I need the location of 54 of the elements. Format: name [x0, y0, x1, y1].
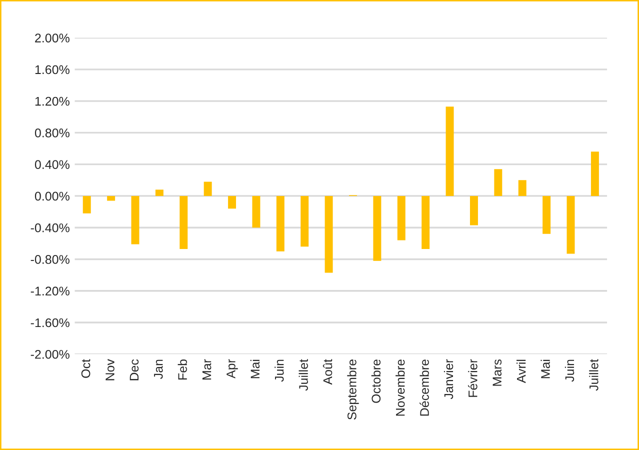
bar [155, 190, 164, 196]
y-tick-label: -1.60% [30, 318, 70, 328]
bar [542, 196, 551, 234]
bar [252, 196, 260, 228]
x-tick-label: Mai [250, 360, 260, 378]
x-tick-label: Janvier [444, 359, 454, 400]
x-tick-label: Février [468, 359, 478, 397]
y-tick-label: 1.60% [35, 65, 70, 74]
y-tick-label: 0.40% [34, 160, 70, 169]
bar [422, 196, 430, 249]
bar [107, 196, 116, 201]
x-tick-label: Juillet [298, 359, 308, 391]
x-tick-label: Oct [81, 359, 90, 378]
x-tick-label: Juin [564, 360, 574, 382]
bar [204, 182, 212, 196]
x-tick-label: Octobre [371, 360, 381, 403]
bar [518, 180, 526, 196]
bar [446, 106, 454, 196]
x-tick-label: Jan [154, 360, 163, 379]
y-tick-label: -1.20% [30, 286, 70, 296]
bar [324, 196, 333, 273]
bar [131, 196, 140, 244]
bar [228, 196, 236, 209]
x-tick-label: Août [322, 359, 332, 385]
bar [300, 196, 309, 247]
x-tick-label: Mars [492, 359, 502, 386]
bar [82, 196, 91, 214]
y-tick-label: 1.20% [35, 96, 70, 106]
y-tick-label: 2.00% [35, 34, 70, 42]
bar [397, 196, 406, 240]
x-tick-label: Mai [540, 360, 550, 378]
bar [494, 169, 502, 196]
x-tick-label: Apr [226, 359, 238, 378]
x-tick-label: Juillet [589, 359, 598, 391]
x-tick-label: Juin [274, 360, 284, 382]
bar [276, 196, 284, 252]
x-tick-label: Feb [178, 360, 187, 380]
y-tick-label: 0.00% [34, 192, 70, 201]
y-tick-label: 0.80% [34, 128, 70, 138]
x-tick-label: Nov [106, 359, 114, 380]
y-tick-label: -0.80% [30, 255, 70, 264]
y-tick-label: -0.40% [30, 223, 70, 232]
x-tick-label: Avril [516, 360, 526, 384]
x-tick-label: Dec [130, 359, 139, 380]
bar [180, 196, 188, 249]
bar [566, 196, 575, 254]
bar [373, 196, 382, 261]
x-tick-label: Décembre [420, 360, 429, 416]
x-tick-label: Novembre [396, 360, 405, 416]
x-tick-label: Mar [202, 359, 212, 380]
bar [470, 196, 478, 226]
bar [590, 152, 599, 196]
x-tick-label: Septembre [347, 360, 359, 420]
y-tick-label: -2.00% [30, 350, 70, 359]
